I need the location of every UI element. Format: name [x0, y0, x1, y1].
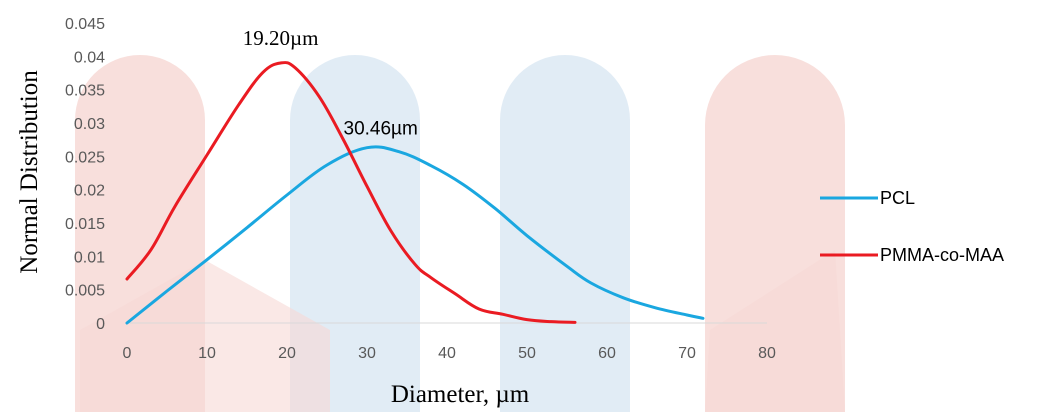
x-tick-label: 80	[758, 345, 776, 362]
legend-label: PCL	[880, 188, 915, 208]
series-lines	[125, 61, 705, 325]
y-tick-label: 0.025	[65, 149, 105, 166]
x-tick-label: 30	[358, 345, 376, 362]
watermark-shape	[705, 250, 845, 412]
y-tick-label: 0.02	[74, 183, 105, 200]
y-tick-label: 0.005	[65, 283, 105, 300]
x-tick-label: 0	[123, 345, 132, 362]
x-tick-label: 10	[198, 345, 216, 362]
y-tick-label: 0.045	[65, 16, 105, 33]
series-line-pcl	[125, 145, 705, 325]
watermark-logo	[75, 55, 845, 412]
x-tick-label: 40	[438, 345, 456, 362]
y-tick-label: 0.015	[65, 216, 105, 233]
y-tick-label: 0	[96, 316, 105, 333]
watermark-shape	[80, 260, 330, 412]
annotations: 19.20µm 30.46µm	[243, 26, 418, 140]
peak-annotation: 19.20µm	[243, 26, 319, 50]
series-line-pmma-co-maa	[125, 61, 577, 324]
legend: PCL PMMA-co-MAA	[820, 188, 1004, 265]
x-tick-label: 20	[278, 345, 296, 362]
x-axis-title: Diameter, µm	[391, 381, 530, 408]
y-tick-label: 0.04	[74, 49, 105, 66]
peak-annotation: 30.46µm	[344, 119, 418, 140]
y-axis-title: Normal Distribution	[16, 70, 43, 274]
y-tick-label: 0.035	[65, 83, 105, 100]
y-tick-labels: 0 0.005 0.01 0.015 0.02 0.025 0.03 0.035 0.04 0.0…	[65, 16, 105, 333]
x-tick-label: 60	[598, 345, 616, 362]
x-tick-label: 50	[518, 345, 536, 362]
legend-label: PMMA-co-MAA	[880, 245, 1004, 265]
x-tick-labels: 0 10 20 30 40 50 60 70 80	[123, 345, 776, 362]
y-tick-label: 0.01	[74, 249, 105, 266]
x-tick-label: 70	[678, 345, 696, 362]
y-tick-label: 0.03	[74, 116, 105, 133]
